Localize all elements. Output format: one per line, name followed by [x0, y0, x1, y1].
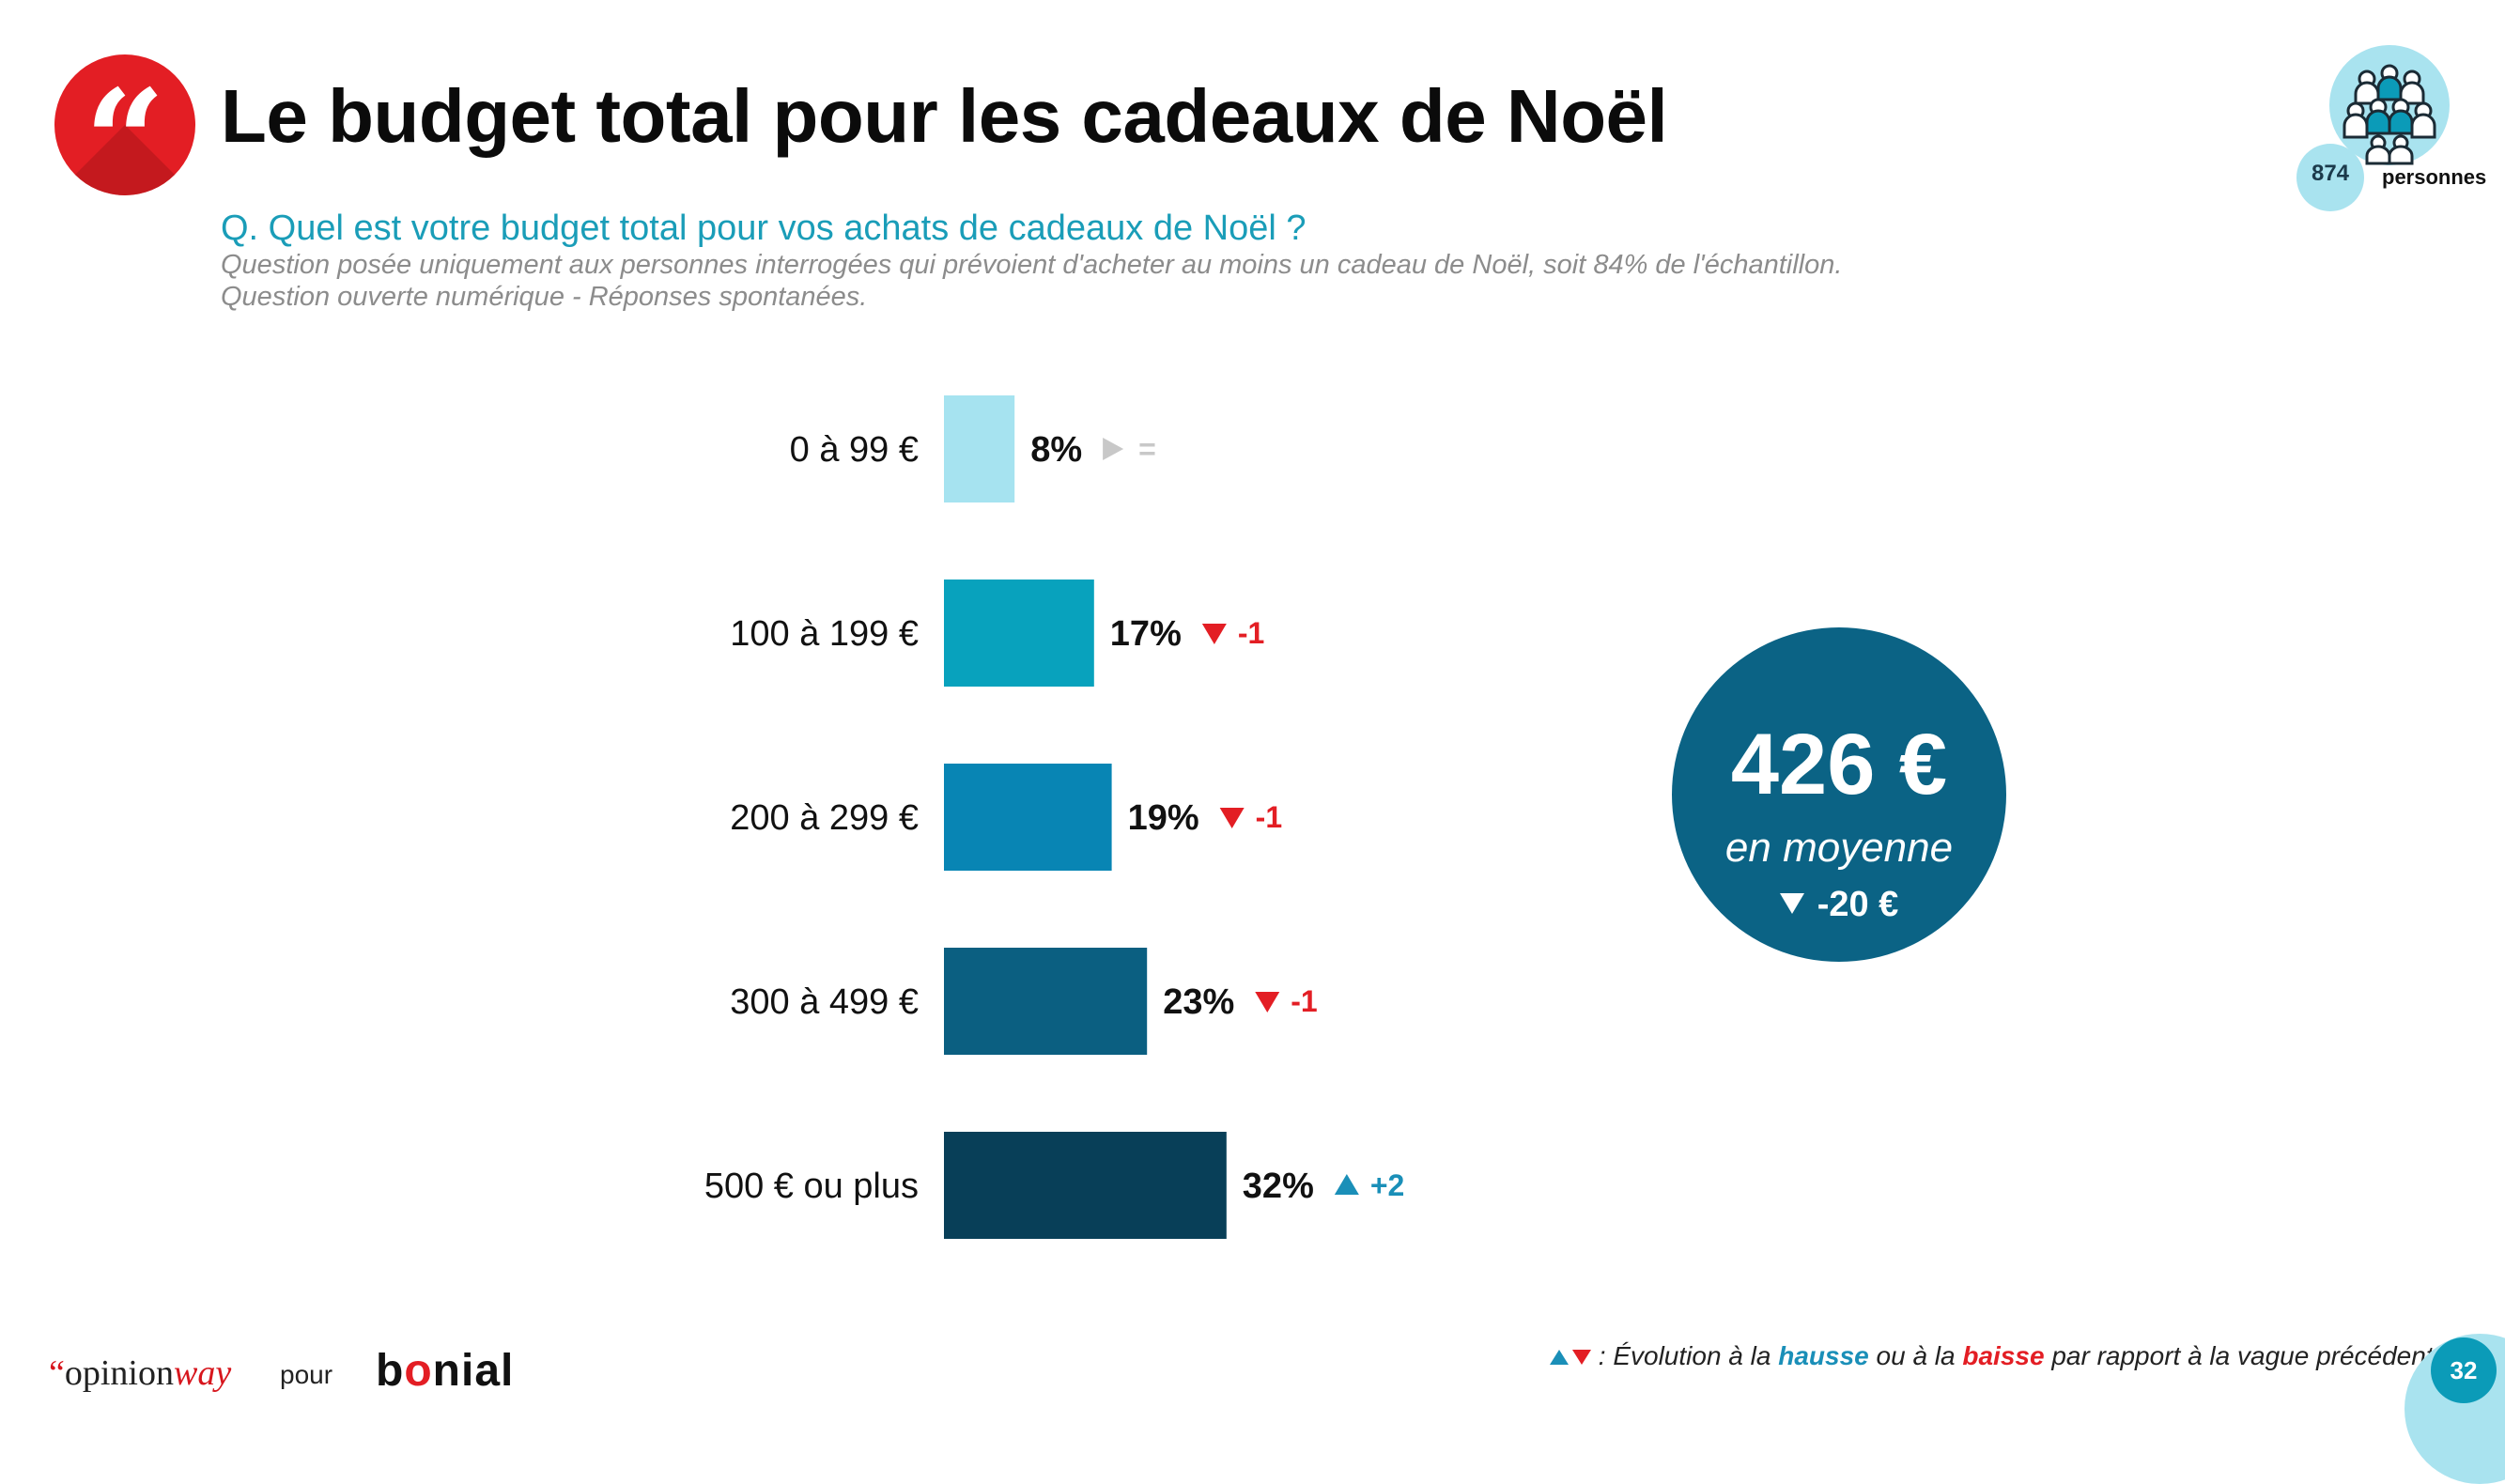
- bar-value-label: 8%: [1030, 430, 1082, 470]
- bar-value-label: 17%: [1110, 614, 1182, 654]
- average-evolution: -20 €: [1672, 885, 2006, 925]
- sample-count: 874: [2311, 161, 2350, 186]
- sample-size-badge: 874 personnes: [2296, 38, 2489, 216]
- average-amount: 426 €: [1730, 717, 1948, 812]
- page-title: Le budget total pour les cadeaux de Noël: [221, 74, 1668, 158]
- opinionway-logo: “opinionway: [49, 1353, 232, 1393]
- bar-evolution-label: =: [1138, 432, 1156, 466]
- bar-evolution-label: -1: [1291, 984, 1317, 1018]
- bonial-logo: bonial: [376, 1346, 515, 1396]
- bar-category-label: 500 € ou plus: [704, 1167, 919, 1206]
- down-arrow-icon: [1201, 624, 1227, 644]
- down-arrow-icon: [1779, 892, 1804, 914]
- bar: [944, 395, 1015, 502]
- bar-category-label: 200 à 299 €: [730, 798, 919, 838]
- bar-evolution-label: -1: [1256, 800, 1282, 834]
- bar-category-label: 0 à 99 €: [790, 430, 919, 470]
- up-arrow-icon: [1550, 1350, 1569, 1365]
- down-arrow-icon: [1572, 1350, 1591, 1365]
- people-group-icon: [2343, 64, 2436, 165]
- bar-evolution-label: +2: [1370, 1168, 1404, 1202]
- average-circle: 426 € en moyenne -20 €: [1672, 627, 2006, 962]
- bar-value-label: 23%: [1163, 982, 1234, 1022]
- quote-icon: “: [84, 59, 166, 195]
- bar: [944, 580, 1094, 687]
- down-arrow-icon: [1219, 808, 1245, 828]
- bar-category-label: 100 à 199 €: [730, 614, 919, 654]
- sample-label: personnes: [2382, 165, 2487, 189]
- flat-arrow-icon: [1103, 438, 1124, 460]
- average-label: en moyenne: [1724, 825, 1954, 871]
- bar: [944, 764, 1112, 871]
- quote-badge: “: [54, 54, 195, 195]
- question-note-1: Question posée uniquement aux personnes …: [221, 250, 1843, 280]
- bar-category-label: 300 à 499 €: [730, 982, 919, 1022]
- bar: [944, 1132, 1227, 1239]
- evolution-legend: : Évolution à la hausse ou à la baisse p…: [1550, 1341, 2448, 1371]
- average-evolution-value: -20 €: [1817, 885, 1899, 924]
- bar-value-label: 32%: [1243, 1167, 1314, 1206]
- question-text: Q. Quel est votre budget total pour vos …: [221, 209, 1307, 248]
- up-arrow-icon: [1334, 1174, 1359, 1195]
- sample-count-circle: [2296, 144, 2364, 211]
- bar: [944, 948, 1148, 1055]
- footer-pour: pour: [280, 1360, 333, 1389]
- page-number: 32: [2431, 1337, 2497, 1403]
- bar-value-label: 19%: [1128, 798, 1199, 838]
- down-arrow-icon: [1255, 992, 1280, 1013]
- bar-evolution-label: -1: [1238, 616, 1264, 650]
- question-note-2: Question ouverte numérique - Réponses sp…: [221, 282, 868, 312]
- budget-bar-chart: 0 à 99 € 8% = 100 à 199 € 17% -1 200 à 299 € 19…: [704, 395, 1404, 1239]
